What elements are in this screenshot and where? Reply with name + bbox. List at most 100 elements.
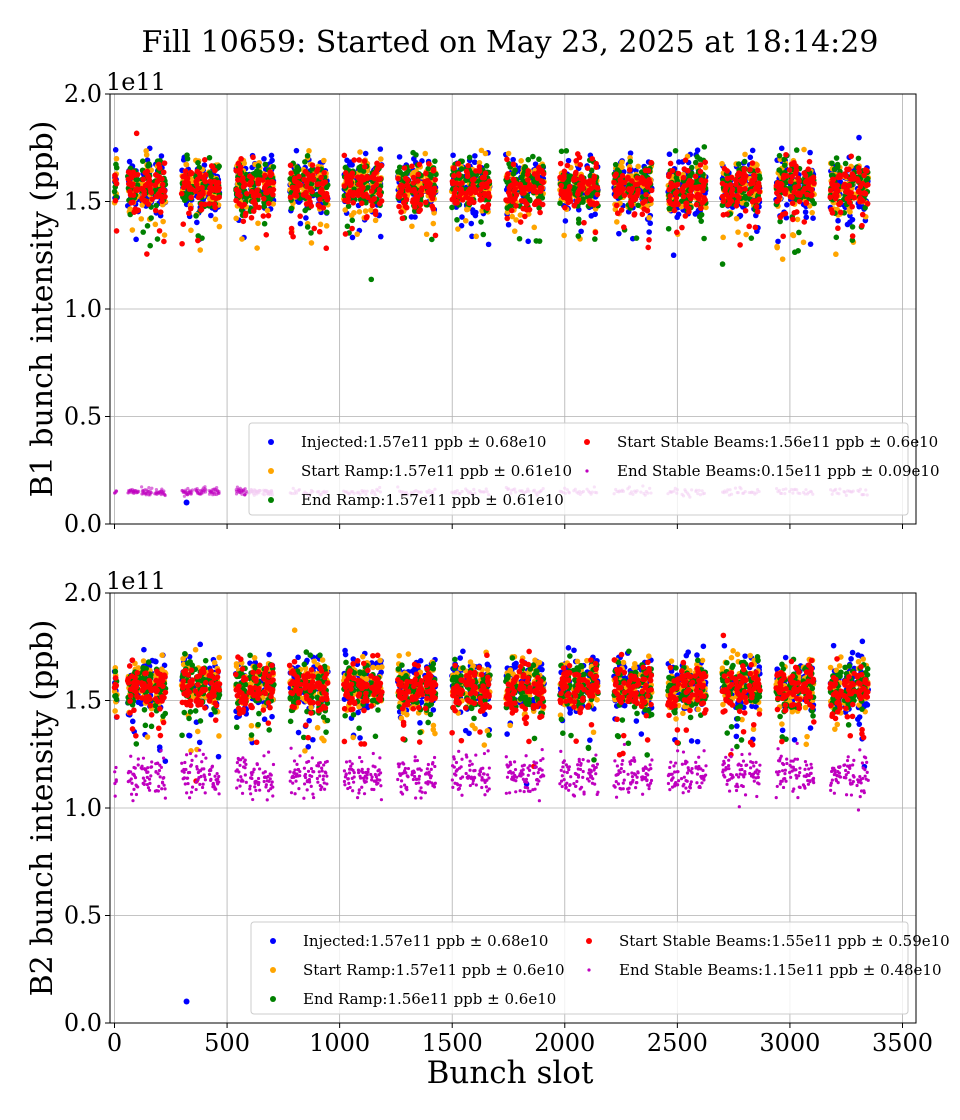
point-start-stable-beams — [729, 192, 736, 198]
point-end-ramp — [146, 161, 152, 167]
point-start-stable-beams — [537, 209, 543, 216]
point-start-ramp — [239, 236, 245, 242]
point-end-stable-beams — [149, 491, 153, 495]
point-end-stable-beams — [140, 485, 144, 489]
point-start-ramp — [720, 234, 726, 241]
point-start-stable-beams — [860, 198, 866, 204]
point-start-stable-beams — [144, 168, 151, 175]
point-start-stable-beams — [698, 205, 704, 212]
point-start-stable-beams — [643, 191, 649, 198]
point-end-ramp — [195, 160, 201, 166]
point-start-stable-beams — [793, 209, 800, 215]
point-start-stable-beams — [373, 181, 380, 188]
point-start-stable-beams — [130, 192, 137, 198]
point-start-stable-beams — [135, 207, 142, 213]
point-start-ramp — [833, 251, 839, 258]
point-end-ramp — [148, 215, 154, 221]
point-start-stable-beams — [525, 177, 531, 183]
point-start-stable-beams — [834, 193, 840, 199]
point-injected — [129, 718, 136, 725]
point-start-stable-beams — [683, 200, 690, 207]
point-start-ramp — [183, 161, 189, 168]
point-start-ramp — [809, 209, 815, 216]
point-start-stable-beams — [237, 193, 243, 199]
point-start-stable-beams — [241, 201, 248, 208]
point-start-stable-beams — [202, 178, 209, 185]
point-start-stable-beams — [265, 212, 272, 219]
point-start-stable-beams — [159, 198, 165, 205]
point-start-stable-beams — [256, 204, 262, 211]
point-start-stable-beams — [697, 168, 704, 175]
point-start-stable-beams — [157, 209, 164, 215]
point-injected — [158, 153, 165, 159]
point-start-stable-beams — [398, 209, 404, 215]
point-start-ramp — [646, 214, 652, 221]
point-start-stable-beams — [200, 188, 206, 195]
point-start-stable-beams — [524, 201, 530, 207]
point-start-stable-beams — [521, 190, 527, 196]
point-start-stable-beams — [621, 192, 628, 199]
point-start-stable-beams — [806, 158, 813, 165]
panel-b2: 0.00.51.01.52.00 500 1000 1500 2000 2500 3000 3… — [25, 567, 950, 1057]
point-start-stable-beams — [504, 215, 511, 222]
point-start-stable-beams — [793, 167, 800, 174]
point-start-stable-beams — [409, 163, 415, 170]
point-injected — [342, 651, 349, 658]
point-start-stable-beams — [270, 186, 277, 193]
point-end-ramp — [295, 167, 302, 173]
point-start-stable-beams — [404, 177, 411, 183]
point-start-stable-beams — [270, 191, 276, 198]
point-injected — [525, 238, 531, 245]
point-start-stable-beams — [752, 224, 759, 231]
point-injected — [803, 214, 810, 221]
point-end-ramp — [842, 160, 849, 167]
point-injected — [197, 641, 204, 648]
point-start-stable-beams — [783, 151, 789, 158]
point-start-ramp — [614, 219, 620, 225]
point-start-ramp — [354, 231, 361, 237]
point-start-stable-beams — [471, 176, 477, 182]
point-start-stable-beams — [486, 194, 492, 200]
point-end-ramp — [530, 153, 536, 160]
point-end-ramp — [144, 223, 151, 229]
point-start-stable-beams — [778, 181, 785, 188]
point-start-stable-beams — [456, 171, 462, 177]
point-start-stable-beams — [141, 191, 148, 198]
point-end-ramp — [781, 162, 788, 168]
point-start-stable-beams — [531, 184, 537, 190]
point-end-ramp — [396, 164, 403, 171]
point-start-stable-beams — [401, 165, 408, 171]
point-start-ramp — [378, 156, 384, 162]
point-injected — [784, 202, 790, 208]
point-injected — [215, 753, 222, 760]
point-end-ramp — [270, 164, 277, 170]
y-offset-text: 1e11 — [106, 68, 166, 96]
point-start-stable-beams — [161, 160, 168, 166]
point-start-stable-beams — [784, 173, 790, 179]
point-start-stable-beams — [575, 196, 582, 203]
point-start-stable-beams — [470, 199, 477, 206]
point-start-ramp — [129, 227, 136, 233]
point-end-stable-beams — [203, 485, 207, 489]
point-injected — [775, 238, 781, 245]
point-injected — [807, 149, 813, 156]
point-end-ramp — [557, 200, 563, 207]
point-start-stable-beams — [418, 191, 424, 198]
point-start-stable-beams — [113, 228, 120, 234]
point-end-ramp — [140, 229, 147, 235]
point-end-ramp — [368, 276, 375, 283]
point-end-ramp — [483, 163, 490, 169]
point-start-ramp — [531, 224, 538, 231]
point-start-stable-beams — [376, 187, 383, 193]
point-injected — [194, 219, 200, 226]
point-start-stable-beams — [674, 181, 681, 188]
point-start-stable-beams — [584, 165, 591, 172]
point-start-stable-beams — [311, 225, 318, 232]
point-start-stable-beams — [198, 206, 205, 213]
point-injected — [458, 222, 465, 229]
point-end-stable-beams — [243, 487, 247, 491]
point-start-stable-beams — [188, 194, 194, 201]
point-end-ramp — [139, 158, 146, 164]
point-start-stable-beams — [751, 172, 758, 179]
point-start-stable-beams — [513, 192, 520, 198]
